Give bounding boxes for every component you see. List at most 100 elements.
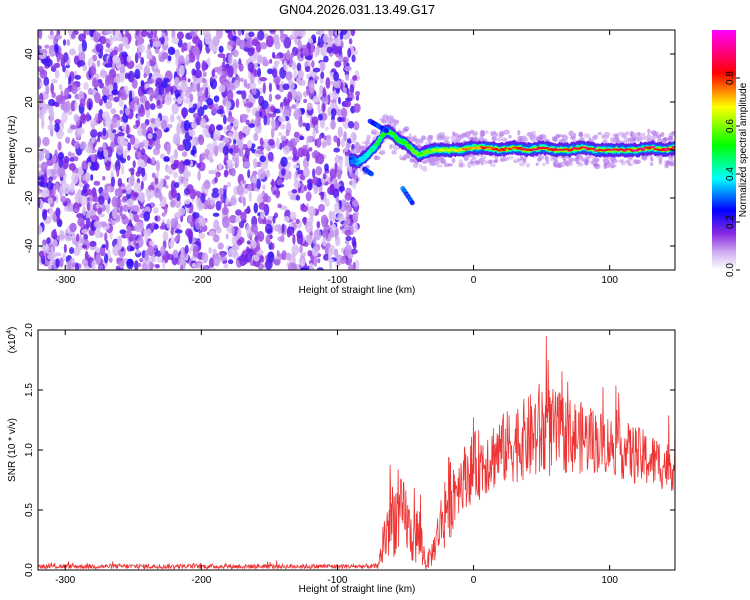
signal-halo: [370, 129, 378, 135]
noise-blob: [246, 102, 254, 108]
noise-blob: [191, 262, 197, 268]
noise-blob: [293, 131, 300, 139]
noise-blob: [272, 33, 280, 45]
noise-blob: [204, 188, 209, 194]
noise-blob: [43, 173, 48, 184]
noise-blob: [222, 145, 230, 156]
snr-marks: [38, 335, 675, 570]
noise-blob: [260, 100, 269, 110]
noise-blob: [205, 149, 209, 155]
noise-blob: [56, 30, 61, 36]
noise-blob: [269, 58, 273, 64]
noise-blob: [89, 215, 97, 220]
noise-blob: [285, 129, 290, 137]
noise-blob: [352, 222, 358, 233]
noise-blob: [342, 87, 348, 93]
noise-blob: [40, 200, 44, 211]
signal-halo: [379, 149, 386, 153]
signal-halo: [399, 130, 406, 135]
signal-halo: [489, 163, 496, 168]
signal-trace-segment: [365, 154, 370, 156]
noise-blob: [352, 213, 358, 222]
signal-halo: [471, 156, 477, 161]
noise-blob: [54, 102, 60, 108]
noise-blob: [97, 79, 103, 84]
noise-blob: [280, 168, 286, 177]
noise-blob: [215, 124, 223, 131]
noise-blob: [285, 252, 291, 261]
signal-halo: [465, 131, 472, 136]
noise-blob: [111, 49, 118, 56]
noise-blob: [305, 122, 311, 132]
signal-halo: [521, 136, 528, 142]
noise-blob: [103, 192, 110, 201]
noise-blob: [297, 70, 305, 79]
noise-blob: [353, 103, 361, 113]
noise-blob: [308, 81, 315, 94]
noise-blob: [69, 157, 75, 162]
noise-blob: [139, 204, 144, 210]
signal-halo: [585, 154, 592, 159]
noise-blob: [38, 136, 41, 148]
noise-blob: [257, 168, 266, 180]
colorbar-label: Normalized spectral amplitude: [738, 82, 749, 217]
signal-halo: [646, 134, 652, 140]
noise-blob: [352, 75, 358, 81]
noise-blob: [74, 100, 78, 110]
noise-blob: [56, 53, 61, 63]
signal-halo: [460, 132, 467, 138]
noise-blob: [269, 30, 275, 33]
noise-blob: [260, 42, 268, 50]
signal-trace-segment: [354, 161, 360, 164]
noise-blob: [299, 261, 305, 267]
noise-blob: [272, 51, 276, 59]
noise-blob: [247, 169, 251, 179]
noise-blob: [38, 190, 42, 196]
noise-blob: [182, 160, 191, 166]
noise-blob: [281, 223, 285, 234]
noise-blob: [291, 189, 298, 194]
noise-blob: [275, 187, 280, 199]
noise-blob: [148, 30, 152, 34]
noise-blob: [125, 184, 132, 195]
signal-trace-segment: [591, 147, 597, 150]
noise-blob: [183, 176, 188, 185]
signal-trace-segment: [628, 148, 633, 151]
noise-blob: [111, 196, 119, 208]
noise-blob: [76, 212, 84, 219]
noise-blob: [87, 87, 94, 96]
noise-blob: [66, 39, 71, 47]
noise-blob: [160, 119, 168, 130]
noise-blob: [129, 246, 135, 251]
signal-halo: [428, 134, 434, 139]
noise-blob: [44, 44, 50, 49]
snr-x-tick-label: 100: [601, 575, 618, 586]
noise-blob: [236, 239, 243, 246]
noise-blob: [117, 47, 123, 53]
signal-trace-segment: [534, 148, 540, 151]
noise-blob: [126, 155, 131, 161]
noise-blob: [252, 158, 258, 169]
noise-blob: [139, 258, 144, 263]
noise-blob: [222, 136, 230, 144]
noise-blob: [212, 35, 220, 47]
noise-blob: [197, 106, 205, 117]
noise-blob: [308, 147, 313, 152]
noise-blob: [38, 163, 42, 169]
noise-blob: [77, 217, 85, 227]
noise-blob: [238, 130, 244, 140]
noise-blob: [214, 176, 218, 184]
noise-blob: [303, 217, 307, 225]
noise-blob: [246, 205, 251, 214]
signal-halo: [389, 144, 393, 150]
noise-blob: [197, 170, 201, 181]
noise-blob: [213, 145, 219, 157]
noise-blob: [278, 115, 286, 123]
noise-blob: [81, 39, 88, 52]
noise-blob: [202, 83, 206, 93]
noise-blob: [54, 62, 61, 68]
noise-blob: [292, 164, 300, 169]
noise-blob: [48, 207, 54, 218]
noise-blob: [286, 49, 291, 61]
noise-blob: [260, 210, 266, 220]
